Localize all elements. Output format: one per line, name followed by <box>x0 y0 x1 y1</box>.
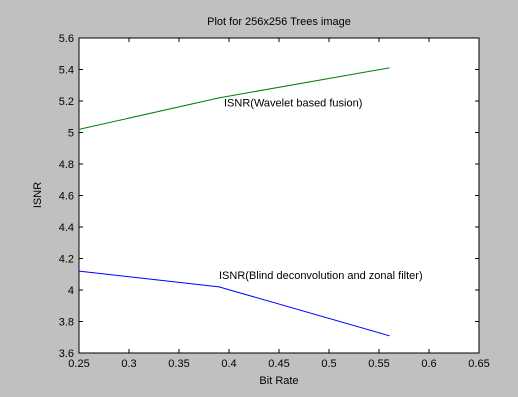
x-tick-label: 0.25 <box>68 358 89 370</box>
series-label-0: ISNR(Wavelet based fusion) <box>224 98 362 110</box>
series-label-1: ISNR(Blind deconvolution and zonal filte… <box>219 270 423 282</box>
y-axis-ticks: 3.6 3.8 4 4.2 4.4 4.6 4.8 5 5.2 5.4 5.6 <box>59 33 479 360</box>
chart-title: Plot for 256x256 Trees image <box>207 16 351 28</box>
x-axis-label: Bit Rate <box>259 375 298 387</box>
series-0-point <box>388 67 390 69</box>
y-tick-label: 4.4 <box>59 222 74 234</box>
y-tick-label: 4.2 <box>59 254 74 266</box>
y-axis-label: ISNR <box>32 182 44 208</box>
x-tick-label: 0.65 <box>468 358 489 370</box>
y-tick-label: 5.2 <box>59 96 74 108</box>
x-tick-label: 0.4 <box>221 358 236 370</box>
x-tick-label: 0.6 <box>421 358 436 370</box>
y-tick-label: 3.8 <box>59 317 74 329</box>
series-1-point <box>388 335 390 337</box>
series-0-point <box>78 128 80 130</box>
x-tick-label: 0.45 <box>268 358 289 370</box>
series-0-point <box>218 97 220 99</box>
y-tick-label: 4.8 <box>59 159 74 171</box>
x-tick-label: 0.5 <box>321 358 336 370</box>
y-tick-label: 3.6 <box>59 348 74 360</box>
x-tick-label: 0.55 <box>368 358 389 370</box>
x-tick-label: 0.3 <box>121 358 136 370</box>
series-1-point <box>218 286 220 288</box>
y-tick-label: 4 <box>68 285 74 297</box>
x-tick-label: 0.35 <box>168 358 189 370</box>
y-tick-label: 5 <box>68 128 74 140</box>
y-tick-label: 4.6 <box>59 191 74 203</box>
plot-area <box>78 37 480 354</box>
x-axis-ticks: 0.25 0.3 0.35 0.4 0.45 0.5 0.55 0.6 0.65 <box>68 38 490 370</box>
y-tick-label: 5.4 <box>59 65 74 77</box>
series-layer: ISNR(Wavelet based fusion) ISNR(Blind dec… <box>78 67 423 337</box>
series-1-point <box>78 270 80 272</box>
y-tick-label: 5.6 <box>59 33 74 45</box>
